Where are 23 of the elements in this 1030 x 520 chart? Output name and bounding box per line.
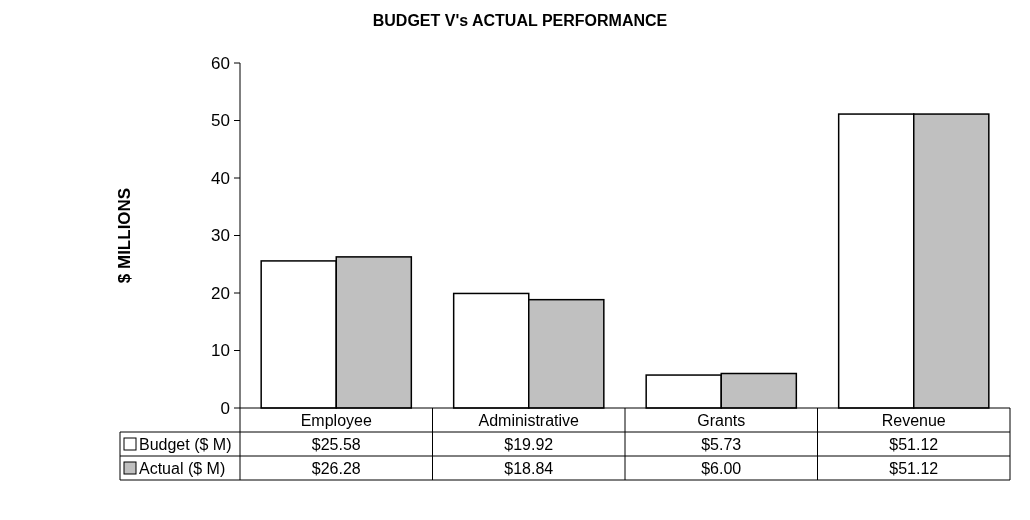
y-tick-label: 10 bbox=[211, 341, 230, 361]
data-label: $51.12 bbox=[889, 435, 939, 453]
data-label: $6.00 bbox=[701, 459, 742, 477]
y-tick-label: 30 bbox=[211, 226, 230, 246]
x-tick-label: Revenue bbox=[881, 411, 946, 429]
chart-title: BUDGET V's ACTUAL PERFORMANCE bbox=[372, 12, 668, 29]
x-tick-label: Employee bbox=[300, 411, 372, 429]
y-tick-label: 0 bbox=[220, 398, 230, 418]
y-tick-label: 40 bbox=[211, 168, 230, 188]
y-tick-label: 60 bbox=[211, 53, 230, 73]
data-label: $25.58 bbox=[311, 435, 361, 453]
legend-label: Budget ($ M) bbox=[139, 435, 232, 453]
data-label: $26.28 bbox=[311, 459, 361, 477]
data-label: $19.92 bbox=[504, 435, 554, 453]
data-label: $5.73 bbox=[701, 435, 742, 453]
x-tick-label: Administrative bbox=[478, 411, 580, 429]
data-label: $18.84 bbox=[504, 459, 554, 477]
y-tick-label: 50 bbox=[211, 111, 230, 131]
data-label: $51.12 bbox=[889, 459, 939, 477]
x-tick-label: Grants bbox=[697, 411, 746, 429]
y-tick-label: 20 bbox=[211, 283, 230, 303]
legend-label: Actual ($ M) bbox=[139, 459, 226, 477]
y-axis-title: $ MILLIONS bbox=[115, 187, 134, 284]
